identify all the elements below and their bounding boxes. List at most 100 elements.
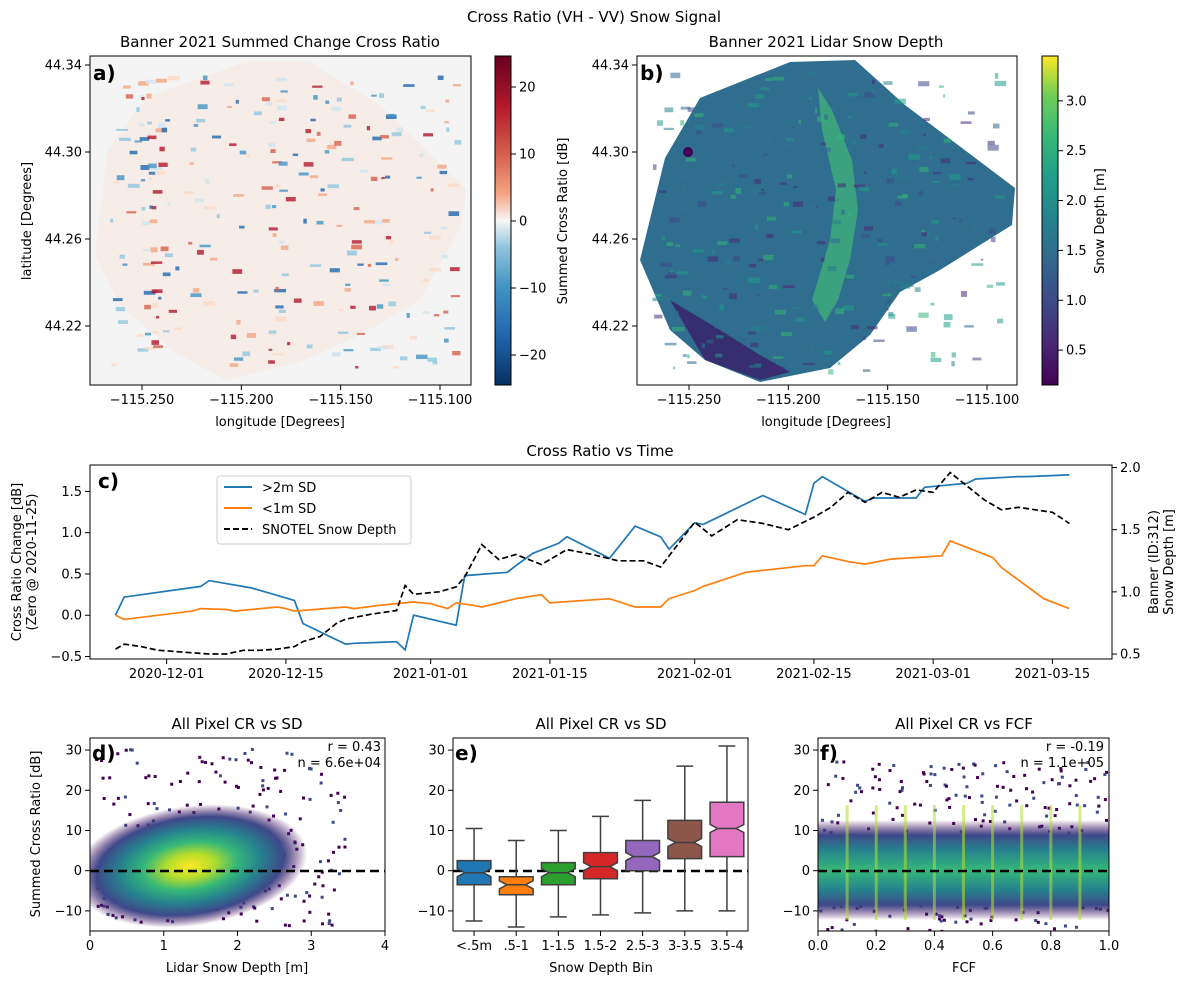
panel-b-pixel — [773, 356, 784, 359]
panel-b-pixel — [866, 326, 878, 330]
panel-a-pixel — [441, 226, 448, 230]
panel-b-pixel — [885, 256, 895, 263]
panel-f-pixel — [918, 803, 922, 807]
panel-a-pixel — [441, 254, 448, 259]
panel-a-pixel — [137, 348, 149, 352]
panel-a-pixel — [141, 96, 145, 101]
panel-f-pixel — [1055, 808, 1059, 812]
panel-a-pixel — [167, 203, 171, 206]
panel-d-pixel — [223, 780, 227, 784]
panel-f-pixel — [1059, 769, 1063, 773]
panel-d-pixel — [331, 850, 335, 854]
panel-f-pixel — [1068, 784, 1072, 788]
panel-f-pixel — [1103, 772, 1107, 776]
panel-f-pixel — [994, 795, 998, 799]
panel-a-pixel — [350, 81, 354, 86]
panel-d-pixel — [258, 792, 262, 796]
panel-c-y-ticklabel: 0.0 — [61, 609, 82, 624]
panel-e-label: e) — [455, 741, 478, 765]
panel-a-pixel — [448, 211, 460, 217]
panel-b-pixel — [682, 290, 692, 296]
panel-a-pixel — [246, 332, 257, 338]
panel-f-pixel — [994, 764, 998, 768]
panel-f-pixel — [1002, 761, 1006, 765]
panel-f-pixel — [1023, 773, 1027, 777]
panel-b-pixel — [878, 143, 885, 148]
panel-d-pixel — [255, 919, 259, 923]
panel-a-pixel — [151, 340, 159, 345]
panel-a-pixel — [150, 261, 163, 264]
panel-a-pixel — [346, 250, 357, 256]
panel-d-pixel — [144, 776, 148, 780]
panel-b-pixel — [731, 164, 736, 167]
panel-c-y2-ticklabel: 2.0 — [1120, 461, 1141, 476]
panel-b-pixel — [887, 280, 891, 286]
panel-a-pixel — [158, 162, 168, 167]
panel-d-pixel — [259, 765, 263, 769]
panel-f-pixel — [1031, 790, 1035, 794]
panel-f-pixel — [901, 786, 905, 790]
box-body — [709, 801, 745, 858]
panel-a-pixel — [381, 157, 393, 160]
panel-a-pixel — [152, 190, 163, 194]
panel-a-pixel — [174, 327, 183, 331]
panel-a-ylabel: latitude [Degrees] — [20, 162, 35, 280]
panel-b-pixel — [816, 240, 826, 245]
panel-f-x-ticklabel: 0.8 — [1040, 939, 1061, 954]
panel-d-pixel — [279, 789, 283, 793]
panel-f-pixel — [834, 774, 838, 778]
panel-d-pixel — [236, 785, 240, 789]
panel-a-pixel — [156, 315, 160, 319]
panel-d-pixel — [155, 807, 159, 811]
panel-b-pixel — [779, 182, 787, 185]
panel-a-pixel — [278, 309, 286, 313]
panel-d-pixel — [302, 899, 306, 903]
panel-a-pixel — [168, 309, 177, 313]
panel-c-x-ticklabel: 2021-01-01 — [393, 667, 469, 682]
panel-f-pixel — [899, 779, 903, 783]
panel-b-pixel — [854, 95, 864, 102]
panel-e-yticks: 30 20 10 0 −10 — [418, 744, 453, 919]
panel-a-pixel — [444, 121, 449, 124]
panel-f-pixel — [1096, 795, 1100, 799]
panel-b-pixel — [923, 117, 930, 121]
panel-a-pixel — [356, 332, 366, 335]
panel-b-pixel — [883, 143, 888, 149]
panel-a-pixel — [268, 142, 276, 148]
panel-b-pixel — [967, 177, 974, 181]
panel-f-pixel — [840, 928, 844, 931]
panel-e: All Pixel CR vs SD e) <.5m .5-1 1-1.5 1.5-2… — [418, 715, 749, 976]
panel-b-pixel — [972, 357, 982, 361]
series-gt2m-line — [114, 474, 1070, 652]
panel-a-pixel — [142, 248, 151, 252]
panel-d-x-ticklabel: 0 — [86, 939, 94, 954]
panel-a-pixel — [379, 279, 389, 282]
panel-a-pixel — [148, 171, 156, 175]
panel-a-y-ticklabel: 44.22 — [45, 320, 82, 335]
panel-a-pixel — [382, 218, 390, 223]
panel-b-pixel — [694, 113, 704, 118]
panel-a-pixel — [367, 263, 372, 267]
panel-d-pixel — [318, 860, 322, 864]
panel-f-pixel — [1068, 802, 1072, 806]
panel-b-cb-ticklabel: 0.5 — [1066, 344, 1087, 359]
panel-a-pixel — [119, 254, 125, 259]
panel-b-pixel — [719, 304, 724, 311]
panel-f-pixel — [1093, 777, 1097, 781]
panel-d-pixel — [210, 762, 214, 766]
panel-b-ridge-2 — [670, 300, 790, 380]
panel-a-pixel — [430, 188, 434, 192]
panel-d-pixel — [319, 781, 323, 785]
panel-f-pixel — [888, 769, 892, 773]
panel-a-pixel — [175, 266, 180, 271]
panel-a-pixel — [406, 312, 410, 318]
panel-a-pixel — [155, 128, 167, 133]
panel-f-pixel — [1043, 806, 1047, 810]
panel-a-pixel — [129, 150, 138, 155]
panel-a-pixel — [112, 181, 120, 184]
series-snotel-line — [115, 471, 1070, 655]
panel-b-pixel — [902, 193, 909, 197]
panel-d-pixel — [302, 919, 306, 923]
panel-b-pixel — [756, 293, 761, 296]
panel-d-pixel — [200, 760, 204, 764]
